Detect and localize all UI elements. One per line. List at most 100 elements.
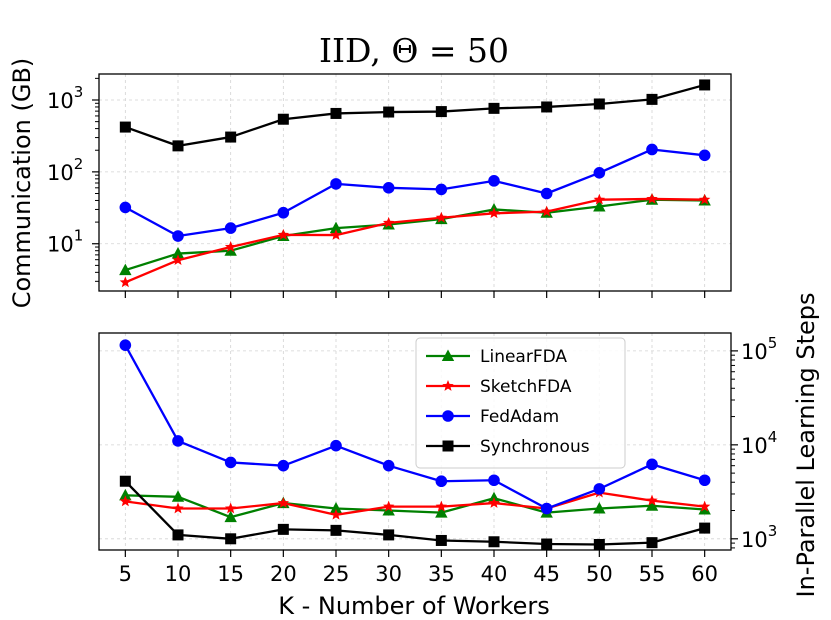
- top-point-sketchfda: [646, 192, 658, 204]
- top-point-fedadam: [224, 222, 237, 234]
- top-series-synchronous: [119, 79, 711, 152]
- bottom-y-tick-label: 103: [741, 522, 777, 552]
- x-tick-label: 35: [428, 562, 455, 586]
- bottom-point-sketchfda: [488, 497, 500, 508]
- bottom-point-linearfda: [645, 499, 659, 511]
- bottom-point-sketchfda: [330, 508, 342, 520]
- bottom-point-fedadam: [224, 456, 237, 469]
- top-point-synchronous: [383, 106, 395, 118]
- bottom-point-fedadam: [540, 502, 553, 515]
- bottom-point-linearfda: [435, 506, 448, 518]
- bottom-point-fedadam: [435, 475, 448, 488]
- top-point-linearfda: [593, 199, 606, 212]
- x-tick-label: 5: [119, 562, 132, 586]
- top-point-fedadam: [488, 175, 500, 187]
- x-tick-label: 10: [165, 562, 192, 586]
- top-frame: [98, 73, 732, 292]
- x-tick-label: 25: [323, 562, 350, 586]
- top-point-fedadam: [698, 149, 711, 162]
- bottom-point-fedadam: [646, 458, 658, 471]
- bottom-line-sketchfda: [125, 491, 705, 516]
- top-point-sketchfda: [172, 254, 184, 266]
- communication-panel: 101 102 103: [47, 73, 732, 298]
- bottom-point-synchronous: [225, 533, 237, 545]
- bottom-point-linearfda: [224, 510, 237, 523]
- top-point-synchronous: [699, 79, 711, 91]
- top-point-fedadam: [540, 187, 553, 200]
- bottom-point-synchronous: [699, 522, 711, 534]
- x-tick-label: 60: [691, 562, 718, 586]
- legend-marker-linearfda: [441, 349, 455, 361]
- bottom-frame: [98, 332, 732, 551]
- top-point-sketchfda: [382, 216, 395, 228]
- bottom-point-sketchfda: [119, 495, 132, 507]
- legend-box: [415, 337, 626, 469]
- top-line-synchronous: [124, 83, 705, 148]
- top-point-synchronous: [541, 101, 553, 113]
- bottom-point-synchronous: [541, 538, 553, 550]
- bottom-point-fedadam: [119, 339, 132, 351]
- bottom-point-sketchfda: [224, 502, 237, 514]
- x-tick-label: 45: [533, 562, 560, 586]
- top-point-synchronous: [277, 113, 289, 125]
- bottom-point-synchronous: [646, 537, 658, 549]
- bottom-point-linearfda: [593, 502, 606, 514]
- top-point-sketchfda: [540, 205, 553, 217]
- legend-label-linearfda: LinearFDA: [480, 347, 567, 367]
- top-point-linearfda: [171, 247, 185, 259]
- chart-title: IID, Θ = 50: [319, 31, 509, 70]
- bottom-point-linearfda: [119, 488, 132, 501]
- bottom-point-synchronous: [277, 523, 289, 535]
- top-point-linearfda: [329, 221, 343, 234]
- x-tick-label: 50: [586, 562, 613, 586]
- x-tick-label: 20: [270, 562, 297, 586]
- top-point-sketchfda: [488, 207, 500, 219]
- bottom-line-fedadam: [124, 344, 706, 510]
- bottom-series-synchronous: [119, 475, 711, 550]
- top-point-synchronous: [646, 93, 658, 105]
- top-point-fedadam: [330, 178, 342, 190]
- top-point-synchronous: [119, 121, 131, 133]
- bottom-point-linearfda: [382, 504, 395, 516]
- x-tick-label: 55: [639, 562, 666, 586]
- bottom-series-fedadam: [119, 339, 711, 515]
- legend-marker-sketchfda: [442, 380, 454, 391]
- bottom-series-sketchfda: [119, 486, 711, 520]
- top-line-sketchfda: [124, 197, 705, 284]
- bottom-line-synchronous: [124, 480, 705, 546]
- bottom-point-fedadam: [172, 435, 184, 447]
- top-point-fedadam: [172, 230, 184, 242]
- x-axis-label: K - Number of Workers: [278, 592, 550, 620]
- top-point-synchronous: [225, 131, 237, 143]
- top-line-fedadam: [124, 148, 705, 238]
- top-point-sketchfda: [593, 193, 606, 205]
- top-y-tick-label: 103: [47, 83, 83, 113]
- top-point-linearfda: [119, 263, 132, 276]
- top-point-sketchfda: [277, 228, 290, 240]
- top-y-tick-label: 101: [47, 227, 83, 257]
- top-y-axis-label: Communication (GB): [8, 58, 36, 309]
- top-point-fedadam: [646, 143, 658, 156]
- bottom-point-synchronous: [172, 529, 184, 541]
- top-point-sketchfda: [698, 193, 711, 205]
- bottom-point-sketchfda: [435, 500, 448, 512]
- bottom-point-sketchfda: [172, 502, 184, 514]
- top-line-linearfda: [124, 198, 705, 272]
- bottom-point-fedadam: [593, 483, 606, 495]
- top-point-fedadam: [382, 182, 395, 194]
- top-point-synchronous: [330, 107, 342, 119]
- bottom-point-sketchfda: [277, 497, 290, 508]
- legend-label-fedadam: FedAdam: [480, 407, 559, 427]
- top-point-linearfda: [224, 244, 237, 256]
- bottom-point-sketchfda: [382, 500, 395, 512]
- top-series-linearfda: [119, 193, 711, 276]
- legend-label-sketchfda: SketchFDA: [480, 377, 572, 397]
- bottom-point-fedadam: [698, 474, 711, 487]
- bottom-point-synchronous: [330, 524, 342, 536]
- x-tick-label: 40: [481, 562, 508, 586]
- bottom-point-fedadam: [488, 474, 500, 487]
- legend-marker-synchronous: [442, 440, 454, 452]
- bottom-point-fedadam: [330, 439, 342, 452]
- bottom-point-fedadam: [382, 459, 395, 472]
